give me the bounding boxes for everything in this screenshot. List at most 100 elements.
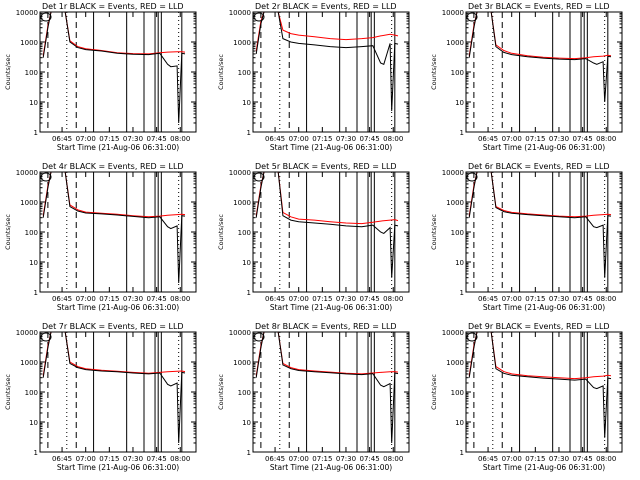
y-axis-label: Counts/sec (4, 214, 12, 250)
x-tick-label: 07:00 (289, 295, 309, 303)
x-tick-label: 07:15 (525, 135, 545, 143)
x-tick-label: 07:30 (123, 295, 143, 303)
events-series-line (255, 12, 399, 112)
panel-title: Det 2r BLACK = Events, RED = LLD (255, 2, 397, 11)
corner-glyph-icon (40, 332, 52, 342)
detector-panel: Det 5r BLACK = Events, RED = LLD 1 10 100 10… (217, 162, 410, 312)
x-tick-label: 07:30 (336, 455, 356, 463)
detector-panel: Det 7r BLACK = Events, RED = LLD 1 10 100 10… (4, 322, 197, 472)
y-axis-label: Counts/sec (4, 54, 12, 90)
y-tick-label: 10000 (16, 329, 38, 337)
y-axis-label: Counts/sec (430, 214, 438, 250)
x-tick-label: 07:45 (573, 135, 593, 143)
x-tick-label: 08:00 (170, 135, 190, 143)
x-tick-label: 07:45 (147, 295, 167, 303)
x-tick-label: 07:45 (147, 455, 167, 463)
y-tick-label: 1 (460, 129, 464, 137)
y-tick-label: 10 (455, 419, 464, 427)
y-tick-label: 1000 (446, 39, 464, 47)
y-axis-label: Counts/sec (430, 374, 438, 410)
panel-title: Det 5r BLACK = Events, RED = LLD (255, 162, 397, 171)
x-tick-label: 07:45 (573, 295, 593, 303)
plot-frame (465, 11, 623, 133)
y-tick-label: 1000 (20, 199, 38, 207)
panel-title: Det 7r BLACK = Events, RED = LLD (42, 322, 184, 331)
y-tick-label: 10 (29, 259, 38, 267)
x-tick-label: 06:45 (478, 135, 498, 143)
lld-series-line (42, 332, 186, 376)
y-tick-label: 1000 (233, 39, 251, 47)
corner-glyph-icon (253, 12, 265, 22)
events-series-line (255, 332, 399, 444)
x-tick-label: 06:45 (52, 135, 72, 143)
y-axis-label: Counts/sec (4, 374, 12, 410)
panel-title: Det 1r BLACK = Events, RED = LLD (42, 2, 184, 11)
corner-glyph-icon (466, 332, 478, 342)
y-tick-label: 1000 (233, 359, 251, 367)
y-tick-label: 1 (247, 289, 251, 297)
y-tick-label: 10000 (229, 329, 251, 337)
x-tick-label: 06:45 (52, 295, 72, 303)
y-tick-label: 100 (238, 389, 251, 397)
x-tick-label: 07:15 (312, 455, 332, 463)
x-tick-label: 07:15 (99, 135, 119, 143)
y-tick-label: 100 (238, 229, 251, 237)
x-tick-label: 07:30 (336, 135, 356, 143)
events-series-line (255, 172, 399, 278)
y-tick-label: 1 (247, 449, 251, 457)
events-series-line (468, 12, 612, 103)
x-tick-label: 07:00 (76, 295, 96, 303)
corner-glyph-icon (40, 172, 52, 182)
x-tick-label: 08:00 (383, 135, 403, 143)
x-tick-label: 07:00 (289, 455, 309, 463)
y-tick-label: 1 (34, 449, 38, 457)
x-axis-label: Start Time (21-Aug-06 06:31:00) (270, 143, 392, 152)
x-tick-label: 08:00 (596, 295, 616, 303)
x-tick-label: 07:00 (502, 135, 522, 143)
x-tick-label: 07:30 (549, 135, 569, 143)
detector-panel: Det 1r BLACK = Events, RED = LLD 1 10 100 10… (4, 2, 197, 152)
x-axis-label: Start Time (21-Aug-06 06:31:00) (483, 303, 605, 312)
lld-series-line (255, 332, 399, 376)
y-tick-label: 10000 (442, 9, 464, 17)
y-tick-label: 10 (455, 259, 464, 267)
lld-series-line (255, 12, 399, 52)
y-tick-label: 100 (451, 69, 464, 77)
corner-glyph-icon (253, 172, 265, 182)
y-tick-label: 1000 (233, 199, 251, 207)
x-tick-label: 07:15 (99, 295, 119, 303)
plot-frame (465, 331, 623, 453)
lld-series-line (42, 172, 186, 218)
y-tick-label: 100 (25, 229, 38, 237)
y-tick-label: 100 (238, 69, 251, 77)
y-tick-label: 100 (451, 229, 464, 237)
y-tick-label: 10 (242, 99, 251, 107)
x-axis-label: Start Time (21-Aug-06 06:31:00) (270, 463, 392, 472)
corner-glyph-icon (466, 172, 478, 182)
plot-frame (39, 331, 197, 453)
detector-panel: Det 6r BLACK = Events, RED = LLD 1 10 100 10… (430, 162, 623, 312)
lld-series-line (468, 172, 612, 218)
events-series-line (468, 332, 612, 438)
x-tick-label: 07:15 (525, 295, 545, 303)
x-tick-label: 07:30 (336, 295, 356, 303)
x-axis-label: Start Time (21-Aug-06 06:31:00) (270, 303, 392, 312)
x-tick-label: 07:00 (76, 135, 96, 143)
y-tick-label: 10 (242, 419, 251, 427)
y-tick-label: 1000 (20, 359, 38, 367)
x-tick-label: 07:15 (525, 455, 545, 463)
y-tick-label: 10000 (229, 169, 251, 177)
corner-glyph-icon (40, 12, 52, 22)
events-series-line (42, 332, 186, 444)
x-tick-label: 07:30 (549, 295, 569, 303)
y-tick-label: 100 (451, 389, 464, 397)
lld-series-line (42, 12, 186, 56)
y-tick-label: 1000 (20, 39, 38, 47)
panel-title: Det 9r BLACK = Events, RED = LLD (468, 322, 610, 331)
y-tick-label: 1000 (446, 199, 464, 207)
y-tick-label: 10000 (442, 329, 464, 337)
lld-series-line (468, 332, 612, 380)
x-tick-label: 06:45 (265, 295, 285, 303)
x-axis-label: Start Time (21-Aug-06 06:31:00) (483, 463, 605, 472)
